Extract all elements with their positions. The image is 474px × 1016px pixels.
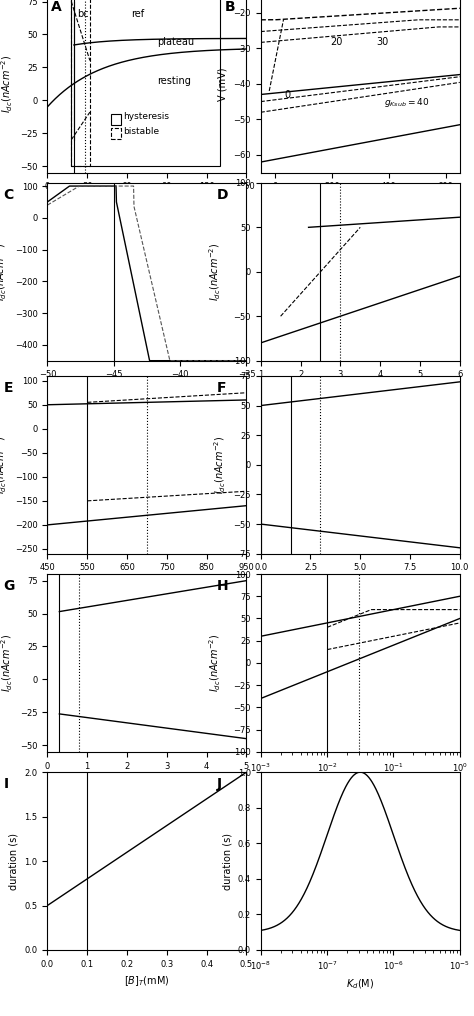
Text: 30: 30 (376, 37, 388, 47)
Text: $g_{Ksub}=40$: $g_{Ksub}=40$ (384, 97, 429, 109)
Text: 0: 0 (284, 90, 291, 100)
Text: 20: 20 (330, 37, 343, 47)
Text: J: J (217, 777, 222, 791)
X-axis label: $k_u$ (mV): $k_u$ (mV) (341, 385, 379, 398)
Y-axis label: $I_{dc}(nAcm^{-2})$: $I_{dc}(nAcm^{-2})$ (0, 436, 9, 494)
Y-axis label: $I_{dc}(nAcm^{-2})$: $I_{dc}(nAcm^{-2})$ (212, 436, 228, 494)
X-axis label: $[B]_T$(mM): $[B]_T$(mM) (124, 974, 170, 988)
Text: F: F (217, 381, 227, 395)
Text: bc: bc (77, 9, 89, 19)
Text: hysteresis: hysteresis (123, 113, 169, 121)
Y-axis label: duration (s): duration (s) (222, 832, 232, 890)
Y-axis label: $I_{dc}(nAcm^{-2})$: $I_{dc}(nAcm^{-2})$ (0, 634, 15, 692)
Text: H: H (217, 579, 228, 593)
Text: D: D (217, 188, 228, 202)
Text: C: C (4, 188, 14, 202)
Bar (111, 114, 121, 125)
Bar (71, 0, 220, 167)
Text: bistable: bistable (123, 127, 159, 135)
Text: resting: resting (157, 76, 191, 85)
Y-axis label: V (mV): V (mV) (218, 67, 228, 101)
X-axis label: $I_{dc}(nAcm^{-2})$: $I_{dc}(nAcm^{-2})$ (331, 197, 390, 212)
X-axis label: k (cms$^{-1}$): k (cms$^{-1}$) (336, 779, 384, 795)
X-axis label: $V_u$ (mV): $V_u$ (mV) (128, 385, 166, 398)
Y-axis label: $I_{dc}(nAcm^{-2})$: $I_{dc}(nAcm^{-2})$ (0, 243, 9, 301)
Bar (71, 0, 90, 167)
X-axis label: radius ($\mu$m): radius ($\mu$m) (118, 776, 176, 790)
Text: B: B (225, 0, 236, 14)
Text: plateau: plateau (157, 37, 194, 47)
Y-axis label: $I_{dc}(nAcm^{-2})$: $I_{dc}(nAcm^{-2})$ (207, 243, 223, 301)
X-axis label: $g_{Ca}$ ($\mu Scm^{-2}$): $g_{Ca}$ ($\mu Scm^{-2}$) (114, 578, 180, 593)
Y-axis label: $I_{dc}(nAcm^{-2})$: $I_{dc}(nAcm^{-2})$ (0, 55, 15, 113)
Text: I: I (4, 777, 9, 791)
Text: E: E (4, 381, 13, 395)
X-axis label: $K_d$(M): $K_d$(M) (346, 977, 374, 992)
Text: G: G (4, 579, 15, 593)
X-axis label: $g_{Ksub}(\mu Scm^{-2})$: $g_{Ksub}(\mu Scm^{-2})$ (112, 197, 182, 212)
Y-axis label: duration (s): duration (s) (9, 832, 19, 890)
Text: A: A (51, 0, 62, 14)
Bar (111, 128, 121, 139)
X-axis label: $g_{Kdr}$ (mScm$^{-2}$): $g_{Kdr}$ (mScm$^{-2}$) (325, 578, 396, 593)
Text: ref: ref (131, 9, 144, 19)
Y-axis label: $I_{dc}(nAcm^{-2})$: $I_{dc}(nAcm^{-2})$ (207, 634, 223, 692)
